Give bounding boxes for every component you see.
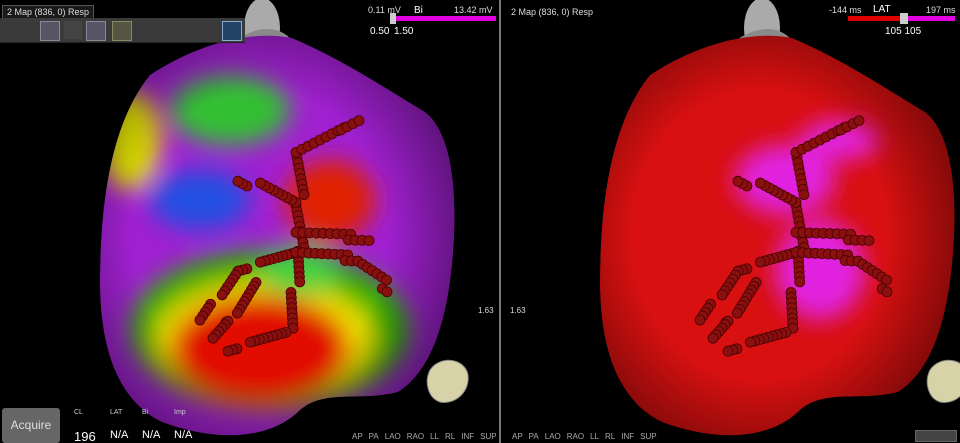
orientation-icon: [926, 360, 960, 403]
map-selector[interactable]: 2 Map (836, 0) Resp: [506, 5, 599, 19]
readout-header: Imp: [174, 409, 186, 416]
map-point: [216, 289, 228, 301]
shading: [600, 35, 955, 436]
readout-value: N/A: [174, 429, 193, 441]
view-button[interactable]: SUP: [640, 432, 657, 441]
tool-button[interactable]: [222, 21, 242, 41]
colorbar-magenta: [905, 16, 955, 21]
readout-header: LAT: [110, 409, 123, 416]
view-buttons: AP PA LAO RAO LL RL INF SUP: [352, 432, 497, 441]
map-point: [694, 314, 706, 326]
map-point: [863, 235, 875, 247]
view-button[interactable]: PA: [368, 432, 379, 441]
map-point: [798, 189, 810, 201]
map-point: [194, 314, 206, 326]
colorbar-max: 13.42 mV: [454, 5, 493, 15]
map-point: [207, 332, 219, 344]
view-button[interactable]: LAO: [544, 432, 561, 441]
map-point: [707, 332, 719, 344]
view-button[interactable]: SUP: [480, 432, 497, 441]
view-button[interactable]: RAO: [406, 432, 425, 441]
readout-value: 196: [74, 429, 96, 443]
map-point: [381, 286, 393, 298]
view-button[interactable]: RL: [605, 432, 616, 441]
map-point: [881, 286, 893, 298]
map-point: [794, 276, 806, 288]
colorbar-name: Bi: [414, 5, 423, 16]
map-point: [722, 345, 734, 357]
right-viewport: [600, 0, 960, 436]
map-point: [363, 235, 375, 247]
colorbar-min: 0.11 mV: [368, 5, 401, 15]
map-point: [231, 307, 243, 319]
colorbar-handle[interactable]: [900, 13, 908, 24]
map-point: [222, 345, 234, 357]
colorbar-max: 197 ms: [926, 5, 956, 15]
view-button[interactable]: INF: [621, 432, 635, 441]
colorbar: [390, 16, 496, 21]
divider: [499, 0, 501, 443]
map-point: [294, 276, 306, 288]
map-point: [754, 177, 766, 189]
map-point: [731, 307, 743, 319]
toolbar: [0, 18, 245, 43]
threshold-low: 0.50: [370, 26, 390, 37]
slider-label: 1.63: [478, 306, 494, 315]
map-point: [853, 115, 865, 126]
sync-dropdown[interactable]: [915, 430, 957, 442]
acquire-button[interactable]: Acquire: [2, 408, 60, 443]
view-button[interactable]: RAO: [566, 432, 585, 441]
slider-label: 1.63: [510, 306, 526, 315]
readout-value: N/A: [142, 429, 161, 441]
view-buttons: AP PA LAO RAO LL RL INF SUP: [512, 432, 657, 441]
view-button[interactable]: AP: [352, 432, 363, 441]
tool-button[interactable]: [112, 21, 132, 41]
map-point: [254, 256, 266, 268]
tool-button[interactable]: [64, 21, 82, 39]
thresholds: 105 105: [885, 26, 922, 37]
readouts: CL 196 LAT N/A Bi N/A Imp N/A: [70, 409, 210, 443]
readout-value: N/A: [110, 429, 129, 441]
map-point: [754, 256, 766, 268]
map-point: [232, 175, 244, 187]
view-button[interactable]: LL: [590, 432, 600, 441]
tool-button[interactable]: [86, 21, 106, 41]
view-button[interactable]: RL: [445, 432, 456, 441]
view-button[interactable]: LAO: [384, 432, 401, 441]
tool-button[interactable]: [40, 21, 60, 41]
colorbar-name: LAT: [873, 4, 891, 15]
view-button[interactable]: INF: [461, 432, 475, 441]
map-point: [881, 274, 892, 286]
map-point: [254, 177, 266, 189]
orientation-icon: [426, 360, 469, 403]
threshold-high: 1.50: [394, 26, 414, 37]
map-selector[interactable]: 2 Map (836, 0) Resp: [2, 5, 95, 19]
heart-surface: [600, 35, 955, 436]
map-point: [732, 175, 744, 187]
map-point: [298, 189, 310, 201]
readout-header: CL: [74, 409, 83, 416]
map-point: [381, 274, 392, 286]
colorbar-red: [848, 16, 905, 21]
map-point: [744, 336, 756, 348]
left-viewport: [100, 0, 469, 436]
view-button[interactable]: LL: [430, 432, 440, 441]
colorbar-min: -144 ms: [829, 5, 862, 15]
readout-header: Bi: [142, 409, 149, 416]
colorbar-handle[interactable]: [390, 13, 396, 24]
view-button[interactable]: AP: [512, 432, 523, 441]
map-point: [716, 289, 728, 301]
heart-surface: [100, 35, 455, 436]
shading: [100, 35, 455, 436]
map-point: [244, 336, 256, 348]
map-point: [353, 115, 365, 126]
view-button[interactable]: PA: [528, 432, 539, 441]
